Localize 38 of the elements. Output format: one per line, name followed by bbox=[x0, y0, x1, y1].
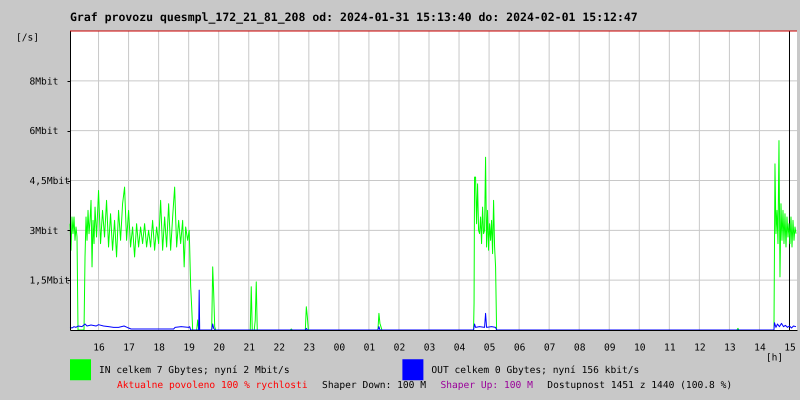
x-tick-label: 23 bbox=[304, 342, 316, 354]
y-tick-label: 6Mbit bbox=[30, 126, 58, 138]
x-tick-label: 17 bbox=[123, 342, 136, 354]
y-axis-title: [/s] bbox=[16, 32, 40, 44]
chart-title: Graf provozu quesmpl_172_21_81_208 od: 2024-01-31 15:13:40 do: 2024-02-01 15:12:47 bbox=[70, 10, 638, 24]
x-tick-label: 02 bbox=[394, 342, 406, 354]
y-tick-label: 8Mbit bbox=[30, 76, 58, 88]
text: Aktualne povoleno 100 % rychlosti bbox=[117, 380, 308, 391]
x-tick-label: 01 bbox=[364, 342, 376, 354]
x-tick-label: 05 bbox=[484, 342, 496, 354]
legend-label: IN celkem 7 Gbytes; nyní 2 Mbit/s bbox=[99, 364, 290, 376]
x-tick-label: 18 bbox=[153, 342, 166, 354]
y-tick-label: 3Mbit bbox=[30, 226, 58, 237]
x-tick-label: 15 bbox=[784, 342, 796, 354]
y-tick-label: 1,5Mbit bbox=[30, 276, 70, 287]
text: Dostupnost 1451 z 1440 (100.8 %) bbox=[547, 380, 732, 391]
x-tick-label: 08 bbox=[574, 342, 586, 354]
x-tick-label: 12 bbox=[694, 342, 706, 354]
text: Shaper Down: 100 M bbox=[322, 380, 426, 391]
x-tick-label: 22 bbox=[274, 342, 286, 354]
x-tick-label: 14 bbox=[754, 342, 766, 354]
text: Shaper Up: 100 M bbox=[440, 380, 534, 391]
x-tick-label: 20 bbox=[213, 342, 226, 354]
x-tick-label: 21 bbox=[243, 342, 256, 354]
x-tick-label: 03 bbox=[424, 342, 436, 354]
x-tick-label: 06 bbox=[514, 342, 526, 354]
x-tick-label: 09 bbox=[604, 342, 616, 354]
x-tick-label: 11 bbox=[664, 342, 676, 354]
x-tick-label: 16 bbox=[93, 342, 106, 354]
legend-label: OUT celkem 0 Gbytes; nyní 156 kbit/s bbox=[431, 364, 640, 376]
x-tick-label: 00 bbox=[334, 342, 346, 354]
x-tick-label: 07 bbox=[544, 342, 556, 354]
y-tick-label: 4,5Mbit bbox=[30, 176, 70, 187]
x-tick-label: 04 bbox=[454, 342, 466, 354]
x-axis-title: [h] bbox=[766, 352, 784, 364]
x-tick-label: 19 bbox=[183, 342, 196, 354]
x-tick-label: 13 bbox=[724, 342, 736, 354]
x-tick-label: 10 bbox=[634, 342, 646, 354]
